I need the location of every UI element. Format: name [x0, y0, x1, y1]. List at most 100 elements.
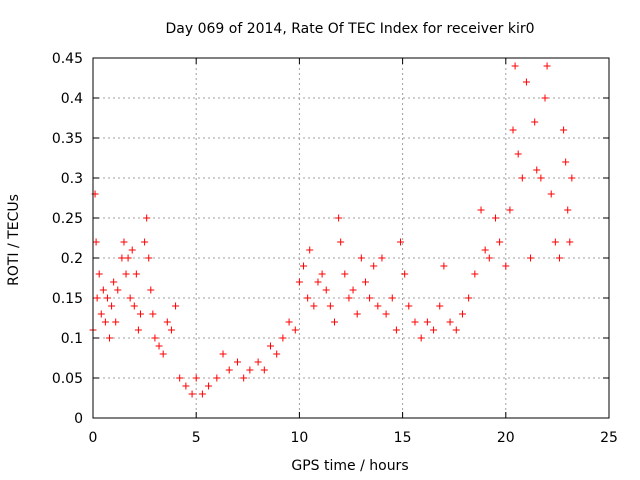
- x-tick-labels: 0 5 10 15 20 25: [89, 430, 618, 446]
- y-tick-labels: 0 0.05 0.1 0.15 0.2 0.25 0.3 0.35 0.4 0.45: [52, 51, 83, 427]
- data-point-marker: [304, 294, 312, 302]
- data-point-marker: [568, 174, 576, 182]
- data-point-marker: [382, 310, 390, 318]
- y-axis-title: ROTI / TECUs: [6, 194, 22, 286]
- y-tick-label: 0.3: [61, 171, 83, 187]
- data-point-marker: [246, 366, 254, 374]
- y-tick-label: 0.25: [52, 211, 83, 227]
- data-point-marker: [378, 254, 386, 262]
- data-point-marker: [219, 350, 227, 358]
- data-point-marker: [106, 334, 114, 342]
- data-point-marker: [326, 302, 334, 310]
- data-point-marker: [285, 318, 293, 326]
- data-point-marker: [93, 294, 101, 302]
- x-tick-label: 10: [290, 430, 308, 446]
- data-point-marker: [562, 158, 570, 166]
- data-point-marker: [233, 358, 241, 366]
- data-point-marker: [103, 294, 111, 302]
- data-point-marker: [374, 302, 382, 310]
- y-tick-label: 0.1: [61, 331, 83, 347]
- data-point-marker: [560, 126, 568, 134]
- data-point-marker: [112, 318, 120, 326]
- data-point-marker: [122, 270, 130, 278]
- data-point-marker: [143, 214, 151, 222]
- data-point-marker: [401, 270, 409, 278]
- y-tick-label: 0: [74, 411, 83, 427]
- data-point-marker: [465, 294, 473, 302]
- data-point-marker: [182, 382, 190, 390]
- y-tick-label: 0.05: [52, 371, 83, 387]
- data-point-marker: [120, 238, 128, 246]
- data-point-marker: [213, 374, 221, 382]
- data-point-marker: [531, 118, 539, 126]
- data-point-marker: [511, 62, 519, 70]
- data-point-marker: [397, 238, 405, 246]
- data-point-marker: [279, 334, 287, 342]
- data-point-marker: [337, 238, 345, 246]
- data-point-marker: [95, 270, 103, 278]
- data-point-marker: [392, 326, 400, 334]
- data-point-marker: [225, 366, 233, 374]
- x-tick-label: 15: [394, 430, 412, 446]
- data-points: [89, 62, 576, 398]
- data-point-marker: [132, 270, 140, 278]
- data-point-marker: [149, 310, 157, 318]
- data-point-marker: [128, 246, 136, 254]
- data-point-marker: [564, 206, 572, 214]
- data-point-marker: [506, 206, 514, 214]
- data-point-marker: [566, 238, 574, 246]
- data-point-marker: [310, 302, 318, 310]
- data-point-marker: [99, 286, 107, 294]
- data-point-marker: [477, 206, 485, 214]
- data-point-marker: [555, 254, 563, 262]
- data-point-marker: [108, 302, 116, 310]
- data-point-marker: [330, 318, 338, 326]
- data-point-marker: [405, 302, 413, 310]
- data-point-marker: [370, 262, 378, 270]
- data-point-marker: [176, 374, 184, 382]
- data-point-marker: [452, 326, 460, 334]
- axis-ticks: [92, 57, 610, 419]
- data-point-marker: [537, 174, 545, 182]
- chart-title: Day 069 of 2014, Rate Of TEC Index for r…: [165, 21, 534, 37]
- data-point-marker: [260, 366, 268, 374]
- data-point-marker: [514, 150, 522, 158]
- data-point-marker: [366, 294, 374, 302]
- data-point-marker: [522, 78, 530, 86]
- data-point-marker: [436, 302, 444, 310]
- data-point-marker: [481, 246, 489, 254]
- data-point-marker: [295, 278, 303, 286]
- data-point-marker: [353, 310, 361, 318]
- data-point-marker: [423, 318, 431, 326]
- data-point-marker: [147, 286, 155, 294]
- data-point-marker: [163, 318, 171, 326]
- data-point-marker: [145, 254, 153, 262]
- data-point-marker: [543, 62, 551, 70]
- data-point-marker: [491, 214, 499, 222]
- plot-frame: [92, 57, 610, 419]
- data-point-marker: [527, 254, 535, 262]
- y-tick-label: 0.2: [61, 251, 83, 267]
- data-point-marker: [318, 270, 326, 278]
- data-point-marker: [172, 302, 180, 310]
- data-point-marker: [440, 262, 448, 270]
- data-point-marker: [411, 318, 419, 326]
- data-point-marker: [273, 350, 281, 358]
- data-point-marker: [300, 262, 308, 270]
- data-point-marker: [151, 334, 159, 342]
- data-point-marker: [92, 238, 100, 246]
- data-point-marker: [291, 326, 299, 334]
- data-point-marker: [240, 374, 248, 382]
- y-tick-label: 0.15: [52, 291, 83, 307]
- data-point-marker: [341, 270, 349, 278]
- data-point-marker: [533, 166, 541, 174]
- data-point-marker: [349, 286, 357, 294]
- data-point-marker: [430, 326, 438, 334]
- grid: [93, 58, 609, 418]
- data-point-marker: [417, 334, 425, 342]
- data-point-marker: [130, 302, 138, 310]
- data-point-marker: [388, 294, 396, 302]
- x-axis-title: GPS time / hours: [291, 458, 408, 474]
- data-point-marker: [306, 246, 314, 254]
